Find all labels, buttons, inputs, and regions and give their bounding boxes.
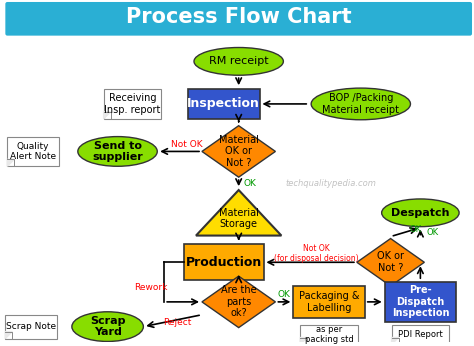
Polygon shape: [300, 337, 307, 344]
FancyBboxPatch shape: [384, 282, 456, 322]
Polygon shape: [7, 160, 14, 166]
Text: Material
Storage: Material Storage: [219, 208, 259, 229]
Ellipse shape: [72, 312, 143, 342]
Text: OK: OK: [278, 290, 291, 299]
Text: techqualitypedia.com: techqualitypedia.com: [285, 179, 376, 188]
Text: OK or
Not ?: OK or Not ?: [377, 252, 404, 273]
FancyBboxPatch shape: [7, 137, 59, 166]
Text: Not OK
(for disposal decision): Not OK (for disposal decision): [274, 244, 358, 263]
Text: OK: OK: [410, 225, 421, 234]
Polygon shape: [5, 331, 12, 338]
FancyBboxPatch shape: [188, 89, 260, 119]
Text: Send to
supplier: Send to supplier: [92, 140, 143, 162]
Text: Despatch: Despatch: [391, 208, 450, 218]
FancyBboxPatch shape: [104, 89, 161, 119]
Polygon shape: [392, 337, 399, 344]
Text: Rework: Rework: [134, 283, 167, 292]
Text: BOP /Packing
Material receipt: BOP /Packing Material receipt: [322, 93, 399, 115]
Text: Production: Production: [186, 256, 262, 269]
Polygon shape: [104, 112, 110, 119]
Polygon shape: [202, 276, 275, 328]
Text: Are the
parts
ok?: Are the parts ok?: [221, 285, 256, 318]
Ellipse shape: [382, 199, 459, 227]
FancyBboxPatch shape: [5, 315, 57, 338]
FancyBboxPatch shape: [293, 286, 365, 318]
Text: Reject: Reject: [163, 318, 191, 327]
Text: Scrap
Yard: Scrap Yard: [90, 316, 125, 337]
Text: Packaging &
Labelling: Packaging & Labelling: [299, 291, 359, 313]
Polygon shape: [196, 190, 282, 236]
FancyBboxPatch shape: [5, 2, 472, 36]
Ellipse shape: [194, 47, 283, 75]
Text: Not OK: Not OK: [171, 140, 203, 149]
Ellipse shape: [78, 137, 157, 166]
Text: OK: OK: [426, 228, 438, 237]
Polygon shape: [357, 238, 424, 286]
Text: Process Flow Chart: Process Flow Chart: [126, 7, 352, 27]
Text: Quality
Alert Note: Quality Alert Note: [10, 142, 56, 161]
Text: Scrap Note: Scrap Note: [6, 322, 56, 331]
Text: Material
OK or
Not ?: Material OK or Not ?: [219, 135, 259, 168]
Text: Pre-
Dispatch
Inspection: Pre- Dispatch Inspection: [392, 285, 449, 318]
Text: OK: OK: [243, 179, 256, 188]
FancyBboxPatch shape: [300, 325, 358, 344]
Text: Receiving
Insp. report: Receiving Insp. report: [104, 93, 161, 115]
Ellipse shape: [311, 88, 410, 120]
Text: PDI Report: PDI Report: [398, 330, 443, 339]
Polygon shape: [202, 126, 275, 177]
Text: RM receipt: RM receipt: [209, 56, 268, 66]
FancyBboxPatch shape: [392, 325, 449, 344]
FancyBboxPatch shape: [184, 245, 264, 280]
Text: as per
packing std: as per packing std: [305, 325, 354, 344]
Text: Inspection: Inspection: [187, 98, 260, 110]
